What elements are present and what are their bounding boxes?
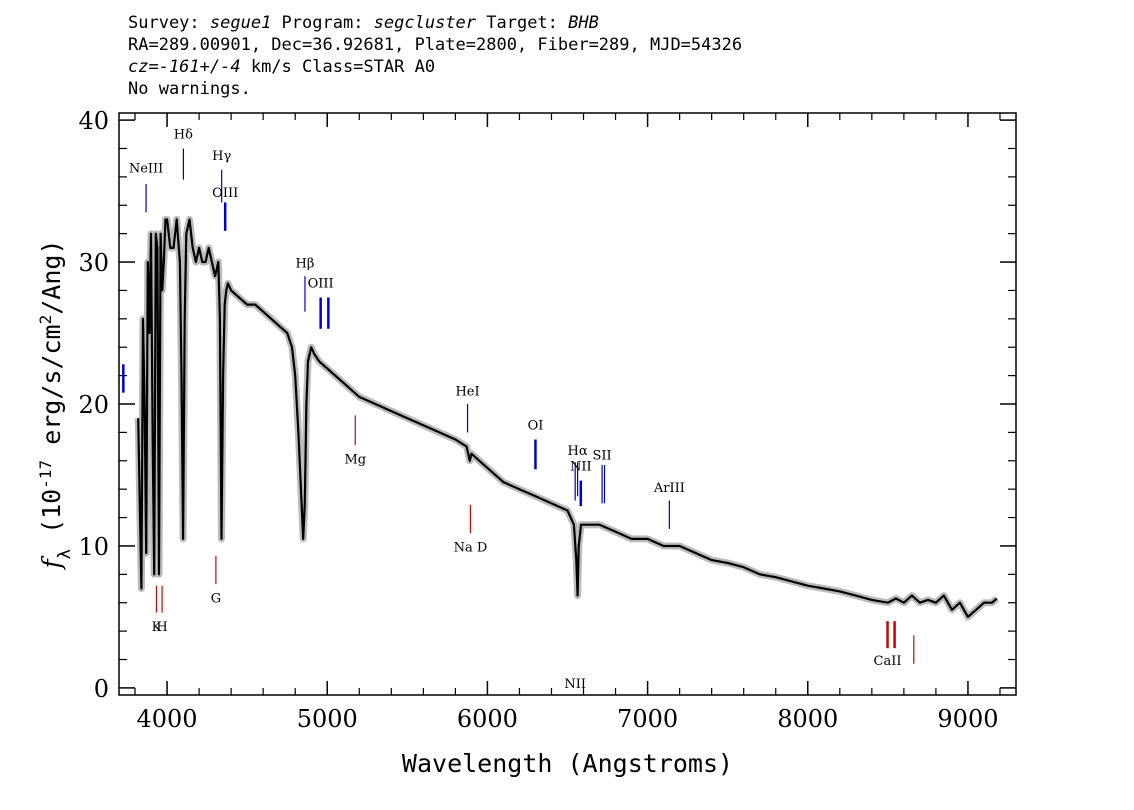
line-marker-label: H (156, 620, 167, 635)
line-markers: NeIIIHδHγOIIIHβOIIIHeIOINIIHαNIISIIArIII… (122, 128, 915, 692)
survey-value: segue1 (209, 13, 272, 33)
line-marker-label: Hβ (296, 257, 315, 272)
y-tick-label: 40 (78, 107, 109, 135)
line-marker-label: OIII (212, 186, 238, 201)
survey-prefix: Survey: (128, 13, 210, 33)
line-marker-label: Mg (344, 453, 366, 468)
line-marker-label: OI (528, 419, 544, 434)
line-marker-label: OIII (308, 277, 334, 292)
header-line-1: Survey: segue1 Program: segcluster Targe… (128, 12, 742, 34)
spectrum-header: Survey: segue1 Program: segcluster Targe… (128, 12, 742, 100)
x-axis-label: Wavelength (Angstroms) (402, 749, 733, 778)
error-band (134, 216, 1000, 621)
header-line-4: No warnings. (128, 79, 251, 99)
line-marker-label: ArIII (653, 481, 685, 496)
y-tick-label: 30 (78, 249, 109, 277)
line-marker-label: K (152, 620, 162, 635)
header-line-2: RA=289.00901, Dec=36.92681, Plate=2800, … (128, 35, 743, 55)
x-tick-label: 4000 (137, 705, 198, 733)
header-line-3: cz=-161+/-4 km/s Class=STAR A0 (128, 56, 742, 78)
x-tick-label: 7000 (617, 705, 678, 733)
line-marker-label: Hδ (174, 128, 193, 143)
line-marker-label: Hα (568, 444, 588, 459)
line-marker-label: NeIII (129, 162, 163, 177)
line-marker-label: NII (564, 677, 586, 692)
line-marker-label: Hγ (212, 149, 231, 164)
plot-frame (118, 112, 1017, 696)
line-marker-label: SII (593, 448, 612, 463)
spectrum-line (137, 218, 998, 618)
program-value: segcluster (373, 13, 477, 33)
line-marker-label: Na D (454, 541, 488, 556)
y-tick-label: 20 (78, 391, 109, 419)
x-tick-label: 6000 (457, 705, 518, 733)
line-marker-label: G (211, 592, 221, 607)
line-marker-label: HeI (455, 384, 479, 399)
y-axis-label: fλ (10-17 erg/s/cm2/Ang) (36, 239, 76, 570)
y-tick-label: 10 (78, 533, 109, 561)
line-marker-label: NII (570, 460, 592, 475)
axis-ticks: 4000 5000 6000 7000 8000 9000 0 10 20 30 40 (78, 107, 1016, 733)
class-text: km/s Class=STAR A0 (240, 57, 436, 77)
x-tick-label: 9000 (937, 705, 998, 733)
target-value: BHB (568, 13, 599, 33)
error-band-path (134, 216, 1000, 621)
program-prefix: Program: (271, 13, 374, 33)
y-tick-label: 0 (94, 675, 109, 703)
spectrum-path (137, 218, 998, 618)
line-marker-label: CaII (874, 654, 902, 669)
x-tick-label: 5000 (297, 705, 358, 733)
target-prefix: Target: (476, 13, 569, 33)
x-tick-label: 8000 (777, 705, 838, 733)
redshift-value: cz=-161+/-4 (128, 57, 241, 77)
